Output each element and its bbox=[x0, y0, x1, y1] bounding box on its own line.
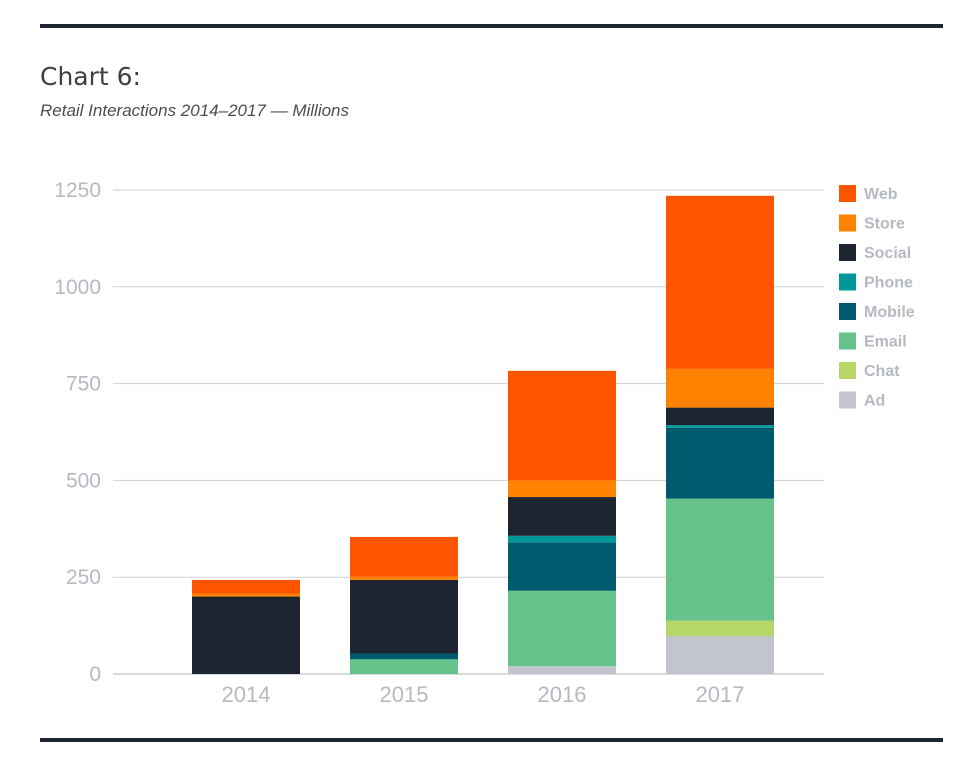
x-tick-label-2015: 2015 bbox=[380, 682, 429, 707]
chart-subtitle: Retail Interactions 2014–2017 — Millions bbox=[40, 101, 350, 120]
bar-2015-email bbox=[350, 659, 458, 674]
bar-2015-web bbox=[350, 536, 458, 577]
bar-2014-store bbox=[192, 593, 300, 597]
bar-2017-social bbox=[666, 407, 774, 426]
legend: Web Store Social Phone Mobile Email Chat Ad bbox=[839, 185, 915, 410]
chart-title: Chart 6: bbox=[40, 62, 141, 91]
bar-2017-phone bbox=[666, 425, 774, 428]
y-tick-label-250: 250 bbox=[66, 566, 101, 589]
bottom-rule bbox=[40, 738, 943, 742]
bar-2016-store bbox=[508, 480, 616, 498]
bar-2016-phone bbox=[508, 535, 616, 543]
legend-swatch-phone bbox=[839, 273, 856, 291]
bar-2016-web bbox=[508, 370, 616, 481]
bar-2016-social bbox=[508, 497, 616, 536]
x-tick-label-2017: 2017 bbox=[696, 682, 745, 707]
y-tick-label-500: 500 bbox=[66, 469, 101, 492]
bar-2017-email bbox=[666, 498, 774, 621]
bar-2014-social bbox=[192, 596, 300, 674]
legend-swatch-email bbox=[839, 332, 856, 350]
legend-label-store: Store bbox=[864, 216, 905, 233]
bar-2017-store bbox=[666, 368, 774, 408]
x-tick-label-2014: 2014 bbox=[222, 682, 271, 707]
legend-swatch-web bbox=[839, 185, 856, 202]
bar-2015-mobile bbox=[350, 653, 458, 660]
legend-label-ad: Ad bbox=[864, 393, 885, 410]
legend-label-chat: Chat bbox=[864, 363, 900, 380]
legend-label-web: Web bbox=[864, 186, 898, 203]
bar-2015-store bbox=[350, 576, 458, 580]
bar-2016-mobile bbox=[508, 542, 616, 591]
y-axis-ticks: 0 250 500 750 1000 1250 bbox=[54, 179, 101, 686]
bar-2016-ad bbox=[508, 666, 616, 674]
y-tick-label-750: 750 bbox=[66, 373, 101, 396]
y-tick-label-1250: 1250 bbox=[54, 179, 101, 202]
bar-2017-chat bbox=[666, 620, 774, 637]
x-tick-label-2016: 2016 bbox=[538, 682, 587, 707]
legend-label-social: Social bbox=[864, 245, 911, 262]
bar-2017-web bbox=[666, 195, 774, 369]
legend-swatch-social bbox=[839, 244, 856, 261]
legend-swatch-chat bbox=[839, 362, 856, 379]
bar-2015-social bbox=[350, 579, 458, 654]
legend-swatch-mobile bbox=[839, 303, 856, 320]
y-tick-label-1000: 1000 bbox=[54, 276, 101, 299]
legend-label-mobile: Mobile bbox=[864, 304, 915, 321]
legend-label-phone: Phone bbox=[864, 275, 913, 292]
bar-2016-email bbox=[508, 590, 616, 667]
bars bbox=[192, 195, 774, 674]
bar-2014-web bbox=[192, 579, 300, 594]
legend-swatch-ad bbox=[839, 391, 856, 409]
y-tick-label-0: 0 bbox=[89, 663, 101, 686]
bar-2017-mobile bbox=[666, 427, 774, 499]
legend-label-email: Email bbox=[864, 334, 907, 351]
legend-swatch-store bbox=[839, 214, 856, 232]
bar-2017-ad bbox=[666, 636, 774, 674]
x-axis-ticks: 2014 2015 2016 2017 bbox=[222, 682, 745, 707]
top-rule bbox=[40, 24, 943, 28]
